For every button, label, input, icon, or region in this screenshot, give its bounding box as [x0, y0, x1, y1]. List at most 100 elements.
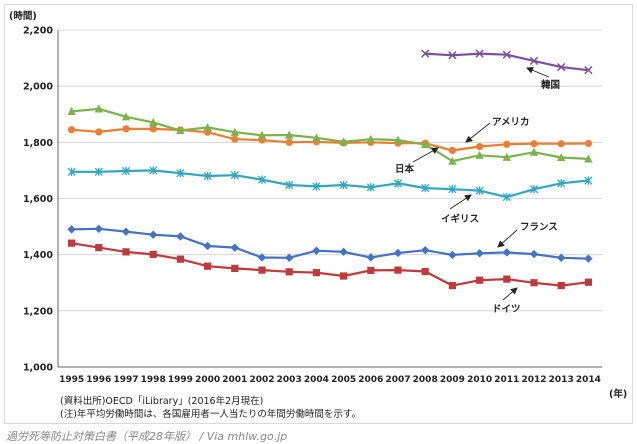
series-label: アメリカ [492, 117, 530, 128]
chart-frame: 1,000 1,200 1,400 1,600 1,800 2,000 2,200 1995 1… [4, 4, 633, 424]
data-point [67, 225, 76, 234]
data-point [94, 224, 103, 234]
series-label: 日本 [395, 163, 415, 175]
data-point [176, 255, 184, 263]
data-point [230, 170, 239, 180]
label-pointer [465, 122, 491, 143]
data-point [475, 49, 484, 58]
data-point [530, 140, 538, 148]
data-point [285, 138, 293, 146]
y-tick-label: 1,200 [23, 306, 53, 317]
data-point [529, 56, 539, 66]
series-line [71, 127, 589, 152]
data-point [557, 62, 566, 72]
data-point [122, 248, 130, 256]
data-point [421, 49, 430, 58]
data-point [421, 140, 430, 149]
data-point [557, 281, 565, 290]
data-point [476, 142, 484, 151]
data-point [149, 166, 158, 175]
x-tick-label: 1995 [59, 375, 84, 385]
x-tick-label: 2007 [385, 375, 410, 385]
data-point [584, 139, 593, 148]
series-0 [421, 49, 593, 75]
data-point [421, 267, 429, 276]
data-point [258, 266, 266, 274]
x-tick-label: 1996 [86, 375, 111, 385]
label-pointer [526, 67, 550, 78]
x-tick-label: 2012 [521, 375, 546, 385]
data-point [530, 279, 538, 287]
data-point [312, 246, 321, 255]
data-point [448, 146, 456, 155]
data-point [312, 133, 321, 142]
x-tick-label: 2011 [494, 375, 519, 385]
data-point [557, 153, 566, 162]
data-point [149, 117, 158, 126]
data-point [366, 134, 375, 143]
x-tick-label: 2013 [549, 375, 574, 385]
data-point [95, 128, 103, 136]
data-point [502, 192, 511, 202]
x-tick-label: 2014 [576, 375, 601, 385]
data-point [230, 243, 239, 252]
data-point [529, 249, 539, 259]
data-point [529, 185, 539, 194]
data-point [67, 107, 76, 116]
data-point [339, 180, 348, 190]
data-point [68, 239, 76, 247]
data-point [502, 50, 511, 59]
data-point [557, 253, 566, 262]
data-point [67, 167, 76, 177]
series-label: 韓国 [541, 79, 560, 91]
x-tick-label: 2006 [358, 375, 383, 385]
x-tick-label: 2010 [467, 375, 492, 385]
data-point [121, 227, 131, 236]
data-point [366, 183, 375, 192]
data-point [557, 140, 565, 148]
data-point [203, 241, 212, 251]
data-point [502, 152, 511, 161]
data-point [476, 276, 484, 284]
data-point [366, 253, 375, 262]
label-pointer [412, 147, 439, 163]
y-tick-label: 1,600 [23, 194, 53, 205]
data-point [339, 137, 348, 146]
y-tick-label: 1,800 [23, 138, 53, 149]
data-point [557, 179, 566, 188]
data-point [122, 125, 130, 133]
x-tick-label: 1999 [168, 375, 193, 385]
label-pointer [502, 287, 518, 301]
x-tick-label: 2001 [222, 375, 247, 385]
data-point [584, 254, 593, 263]
source-note: (資料出所)OECD「iLibrary」(2016年2月現在) [60, 396, 264, 407]
y-tick-label: 1,000 [23, 363, 53, 374]
data-point [448, 51, 457, 60]
data-point [503, 140, 511, 148]
x-tick-label: 2005 [331, 375, 356, 385]
data-point [475, 186, 484, 195]
data-point [584, 278, 592, 286]
x-tick-label: 1997 [113, 375, 138, 385]
data-point [393, 179, 403, 188]
data-point [475, 249, 484, 258]
x-axis-label: (年) [609, 388, 627, 400]
data-point [204, 262, 212, 270]
series-label: フランス [520, 222, 558, 233]
data-point [421, 183, 430, 193]
data-point [502, 248, 511, 257]
data-point [393, 248, 403, 258]
label-pointer [497, 229, 518, 248]
data-point [285, 268, 293, 276]
data-point [584, 66, 593, 75]
data-point [94, 104, 103, 113]
data-point [584, 154, 593, 163]
data-point [176, 232, 185, 241]
y-tick-label: 2,000 [23, 82, 53, 93]
series-line [71, 242, 589, 287]
footnote: (注)年平均労働時間は、各国雇用者一人当たりの年間労働時間を示す。 [60, 409, 361, 420]
data-point [394, 266, 402, 274]
x-tick-label: 2004 [304, 375, 329, 385]
